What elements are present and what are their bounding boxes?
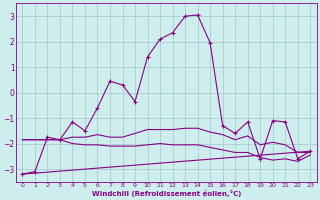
X-axis label: Windchill (Refroidissement éolien,°C): Windchill (Refroidissement éolien,°C)	[92, 190, 241, 197]
